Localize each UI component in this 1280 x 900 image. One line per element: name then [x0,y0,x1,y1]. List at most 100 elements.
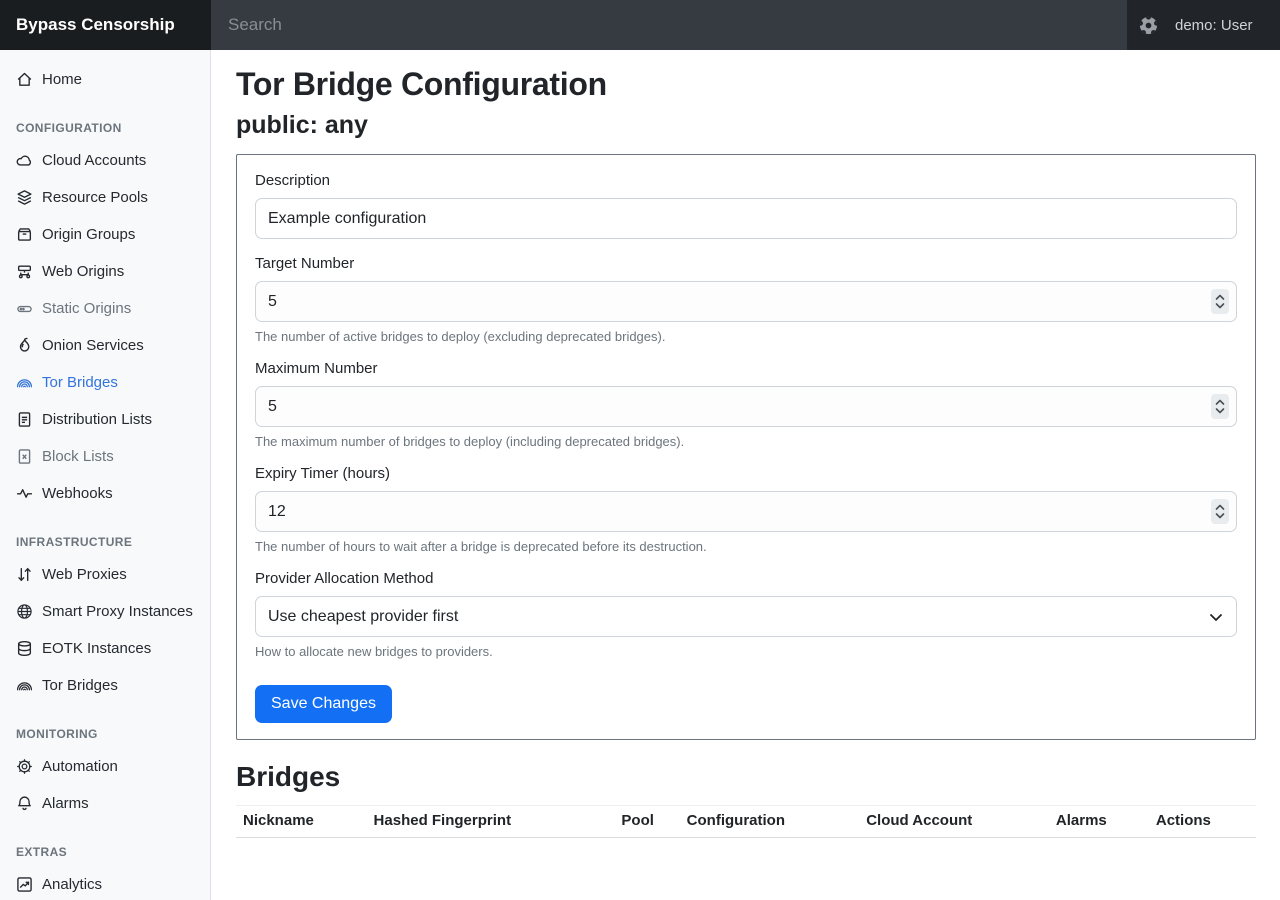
expiry-timer-help: The number of hours to wait after a brid… [255,539,707,554]
sidebar-item-analytics[interactable]: Analytics [0,866,210,900]
sidebar-item-tor-bridges[interactable]: Tor Bridges [0,364,210,401]
server-network-icon [16,263,33,280]
sidebar-item-home[interactable]: Home [0,61,210,98]
sidebar-item-eotk-instances[interactable]: EOTK Instances [0,630,210,667]
column-hashed-fingerprint: Hashed Fingerprint [366,805,615,838]
column-pool: Pool [614,805,680,838]
arrows-down-up-icon [16,566,33,583]
sidebar-item-automation[interactable]: Automation [0,748,210,785]
sidebar-item-label: Onion Services [42,337,144,354]
maximum-number-help: The maximum number of bridges to deploy … [255,434,685,449]
page-title: Tor Bridge Configuration [236,66,607,102]
maximum-number-label: Maximum Number [255,360,378,377]
sidebar-item-label: Web Proxies [42,566,127,583]
sidebar-item-alarms[interactable]: Alarms [0,785,210,822]
sidebar-item-smart-proxy-instances[interactable]: Smart Proxy Instances [0,593,210,630]
sidebar-item-label: Distribution Lists [42,411,153,428]
gear-icon [16,758,33,775]
user-menu[interactable]: demo: User [1175,16,1253,34]
sidebar-item-label: Tor Bridges [42,677,118,694]
sidebar-item-block-lists[interactable]: Block Lists [0,438,210,475]
chart-icon [16,876,33,893]
file-text-icon [16,411,33,428]
description-input[interactable] [255,198,1237,239]
sidebar-item-tor-bridges-infra[interactable]: Tor Bridges [0,667,210,704]
column-alarms: Alarms [1048,805,1149,838]
bridges-table: Nickname Hashed Fingerprint Pool Configu… [236,805,1256,838]
activity-icon [16,485,33,502]
select-value: Use cheapest provider first [268,607,459,625]
configuration-form-card: Description Target Number The number of … [236,154,1256,740]
archive-icon [16,226,33,243]
hdd-icon [16,300,33,317]
save-changes-button[interactable]: Save Changes [255,685,392,723]
bridge-icon [16,374,33,391]
database-icon [16,640,33,657]
navbar-search-area [211,0,1127,50]
layers-icon [16,189,33,206]
sidebar-item-label: Smart Proxy Instances [42,603,193,620]
sidebar-item-web-proxies[interactable]: Web Proxies [0,556,210,593]
sidebar-section-extras: EXTRAS [16,845,68,859]
sidebar: Home CONFIGURATION Cloud Accounts Resour… [0,50,211,900]
provider-allocation-group: Provider Allocation Method Use cheapest … [255,570,1237,659]
onion-icon [16,337,33,354]
sidebar-item-label: Automation [42,758,118,775]
main-content: Tor Bridge Configuration public: any Des… [212,50,1280,900]
bell-icon [16,795,33,812]
sidebar-item-web-origins[interactable]: Web Origins [0,253,210,290]
globe-icon[interactable] [1138,15,1159,36]
home-icon [16,71,33,88]
sidebar-item-label: Block Lists [42,448,114,465]
target-number-input[interactable] [255,281,1237,322]
navbar-user-area: demo: User [1127,0,1280,50]
column-configuration: Configuration [679,805,860,838]
sidebar-item-label: Web Origins [42,263,125,280]
column-nickname: Nickname [236,805,367,838]
target-number-help: The number of active bridges to deploy (… [255,329,666,344]
expiry-timer-group: Expiry Timer (hours) The number of hours… [255,465,1237,554]
sidebar-section-monitoring: MONITORING [16,727,98,741]
number-stepper[interactable] [1211,499,1229,524]
target-number-group: Target Number The number of active bridg… [255,255,1237,344]
app-brand[interactable]: Bypass Censorship [0,0,211,50]
bridges-table-header-row: Nickname Hashed Fingerprint Pool Configu… [236,805,1256,838]
sidebar-item-static-origins[interactable]: Static Origins [0,290,210,327]
search-input[interactable] [228,15,548,35]
sidebar-item-label: Resource Pools [42,189,148,206]
maximum-number-group: Maximum Number The maximum number of bri… [255,360,1237,449]
number-stepper[interactable] [1211,289,1229,314]
number-stepper[interactable] [1211,394,1229,419]
sidebar-item-label: Tor Bridges [42,374,118,391]
description-group: Description [255,172,1237,239]
page-subtitle: public: any [236,111,368,139]
file-x-icon [16,448,33,465]
bridges-heading: Bridges [236,761,341,792]
provider-allocation-label: Provider Allocation Method [255,570,434,587]
target-number-label: Target Number [255,255,355,272]
sidebar-item-label: Alarms [42,795,89,812]
sidebar-item-cloud-accounts[interactable]: Cloud Accounts [0,142,210,179]
bridge-icon [16,677,33,694]
chevron-down-icon [1208,609,1224,625]
sidebar-item-distribution-lists[interactable]: Distribution Lists [0,401,210,438]
provider-allocation-select[interactable]: Use cheapest provider first [255,596,1237,637]
maximum-number-input[interactable] [255,386,1237,427]
sidebar-item-label: Analytics [42,876,103,893]
globe-grid-icon [16,603,33,620]
cloud-icon [16,152,33,169]
top-navbar: Bypass Censorship demo: User [0,0,1280,50]
sidebar-item-resource-pools[interactable]: Resource Pools [0,179,210,216]
sidebar-item-label: Webhooks [42,485,113,502]
sidebar-item-onion-services[interactable]: Onion Services [0,327,210,364]
provider-allocation-help: How to allocate new bridges to providers… [255,644,493,659]
expiry-timer-input[interactable] [255,491,1237,532]
description-label: Description [255,172,331,189]
column-actions: Actions [1148,805,1256,838]
expiry-timer-label: Expiry Timer (hours) [255,465,391,482]
sidebar-item-webhooks[interactable]: Webhooks [0,475,210,512]
sidebar-item-label: Origin Groups [42,226,136,243]
sidebar-item-label: Static Origins [42,300,132,317]
sidebar-item-origin-groups[interactable]: Origin Groups [0,216,210,253]
sidebar-section-infrastructure: INFRASTRUCTURE [16,535,133,549]
